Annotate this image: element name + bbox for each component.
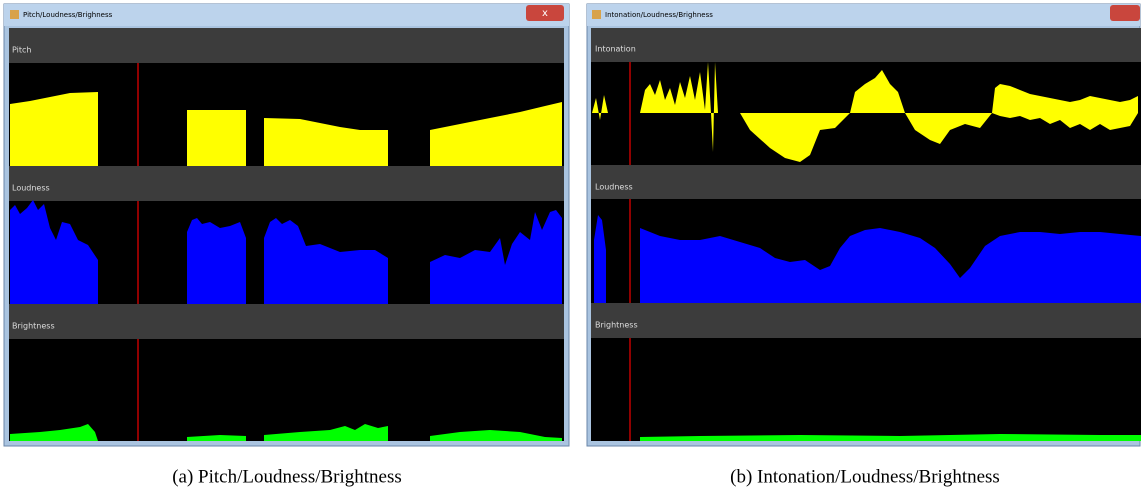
panel-header — [9, 28, 564, 63]
panel-label: Pitch — [12, 46, 31, 55]
window-title: Intonation/Loudness/Brighness — [605, 11, 713, 19]
window-b: Intonation/Loudness/Brighness Intonation… — [587, 4, 1141, 446]
page: Pitch/Loudness/Brighness x Pitch Loudnes… — [0, 0, 1141, 497]
close-button[interactable] — [1110, 5, 1140, 21]
app-icon — [592, 10, 601, 19]
caption: (a) Pitch/Loudness/Brightness — [172, 466, 402, 487]
panel-header — [9, 166, 564, 201]
panel-label: Brightness — [595, 321, 638, 330]
window-a: Pitch/Loudness/Brighness x Pitch Loudnes… — [4, 4, 569, 446]
caption: (b) Intonation/Loudness/Brightness — [730, 466, 1000, 487]
close-icon: x — [542, 8, 548, 19]
panel-label: Intonation — [595, 45, 636, 54]
panel-header — [591, 165, 1141, 199]
panel-header — [591, 303, 1141, 338]
window-title: Pitch/Loudness/Brighness — [23, 11, 113, 19]
panel-header — [9, 304, 564, 339]
panel-label: Brightness — [12, 322, 55, 331]
app-icon — [10, 10, 19, 19]
figure: Pitch/Loudness/Brighness x Pitch Loudnes… — [0, 0, 1141, 497]
panel-header — [591, 28, 1141, 62]
panel-label: Loudness — [12, 184, 50, 193]
panel-label: Loudness — [595, 183, 633, 192]
